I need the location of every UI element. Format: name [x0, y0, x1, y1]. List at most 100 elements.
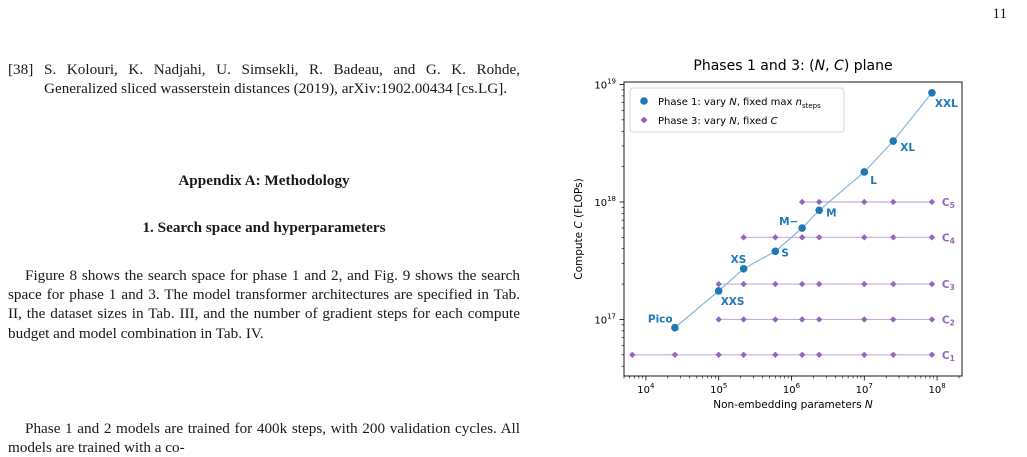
body-paragraph: Phase 1 and 2 models are trained for 400… — [8, 420, 520, 457]
tick-exponent: 6 — [796, 382, 801, 390]
phase3-point — [798, 234, 806, 241]
legend-text: , fixed max — [737, 97, 796, 108]
chart-title-variable: N — [815, 58, 826, 74]
x-tick-label: 107 — [856, 382, 873, 396]
scatter-chart: Phases 1 and 3: (N, C) planeC1C2C3C4C5Pi… — [573, 58, 963, 411]
budget-label-name: C — [942, 197, 950, 209]
subsection-title: 1. Search space and hyperparameters — [142, 219, 386, 236]
axis-label-variable: C — [573, 221, 585, 229]
legend-variable: n — [796, 97, 802, 108]
axis-label-variable: N — [865, 399, 873, 411]
chart-title-text: Phases 1 and 3: ( — [693, 58, 814, 74]
budget-label-subscript: 2 — [950, 318, 955, 327]
phase3-point — [861, 198, 868, 206]
budget-label-subscript: 5 — [950, 201, 955, 210]
x-tick-label: 108 — [928, 382, 945, 396]
legend-variable: N — [729, 116, 737, 127]
legend-marker-phase1 — [640, 97, 648, 105]
phase3-point — [798, 351, 806, 359]
phase3-point — [798, 280, 806, 288]
model-label: L — [870, 175, 877, 187]
budget-label-name: C — [942, 314, 950, 326]
budget-label-name: C — [942, 350, 950, 362]
page-number: 11 — [992, 6, 1007, 22]
phase3-point — [798, 198, 806, 206]
phase1-point — [928, 88, 936, 97]
phase3-point — [928, 198, 936, 206]
tick-exponent: 4 — [650, 382, 655, 390]
x-tick-label: 105 — [710, 382, 727, 396]
budget-label-subscript: 1 — [950, 354, 955, 363]
model-label: XXL — [935, 98, 958, 110]
phase3-point — [715, 351, 722, 359]
tick-exponent: 7 — [868, 382, 872, 390]
y-tick-label: 1019 — [594, 77, 616, 91]
x-tick-label: 104 — [637, 382, 655, 396]
tick-exponent: 8 — [941, 382, 945, 390]
phase3-point — [740, 234, 747, 241]
phase3-point — [890, 280, 897, 288]
phase3-point — [890, 351, 897, 359]
legend-variable: N — [729, 97, 737, 108]
tick-base: 10 — [856, 385, 869, 396]
phase3-point — [928, 351, 936, 359]
tick-base: 10 — [594, 80, 607, 91]
phase3-point — [815, 351, 823, 359]
tick-base: 10 — [594, 315, 607, 326]
budget-label-name: C — [942, 232, 950, 244]
reference-number: [38] — [8, 61, 34, 78]
legend-text: , fixed — [737, 116, 771, 127]
tick-exponent: 17 — [607, 312, 616, 320]
model-label: M− — [779, 216, 798, 228]
phase3-point — [772, 351, 779, 359]
phase1-point — [815, 206, 823, 215]
phase3-point — [928, 316, 936, 323]
y-tick-label: 1017 — [594, 312, 616, 326]
phase3-point — [928, 234, 936, 241]
model-label: S — [781, 247, 789, 259]
phase3-point — [740, 280, 747, 288]
phase3-point — [861, 234, 868, 241]
x-tick-label: 106 — [783, 382, 801, 396]
chart-title: Phases 1 and 3: (N, C) plane — [693, 58, 892, 74]
legend-box — [629, 87, 845, 133]
model-label: XXS — [721, 296, 745, 308]
text-column: [38] S. Kolouri, K. Nadjahi, U. Simsekli… — [8, 0, 520, 456]
phase3-point — [740, 316, 747, 323]
budget-label-subscript: 4 — [950, 236, 955, 245]
phase1-point — [739, 264, 748, 273]
chart-title-text: ) plane — [844, 58, 893, 74]
phase1-point — [860, 168, 869, 176]
phase3-point — [629, 351, 636, 359]
phase3-point — [890, 198, 897, 206]
phase3-point — [815, 198, 823, 206]
tick-base: 10 — [928, 385, 941, 396]
phase3-point — [815, 316, 823, 323]
budget-label: C1 — [942, 350, 955, 363]
legend-variable: C — [771, 116, 778, 127]
reference-text: S. Kolouri, K. Nadjahi, U. Simsekli, R. … — [44, 61, 520, 98]
figure: Phases 1 and 3: (N, C) plane C1 C2 C3 C4 C5 Pi… — [560, 14, 1020, 414]
phase3-point — [815, 280, 823, 288]
phase1-point — [771, 247, 780, 256]
appendix-title: Appendix A: Methodology — [178, 172, 350, 189]
tick-exponent: 19 — [607, 77, 616, 85]
model-label: XS — [731, 254, 747, 266]
legend-entry-phase3: Phase 3: vary N, fixed C — [658, 116, 778, 127]
phase1-point — [889, 137, 898, 145]
phase3-point — [772, 280, 779, 288]
legend-text: Phase 3: vary — [658, 116, 729, 127]
model-label: Pico — [648, 314, 673, 326]
phase3-point — [715, 316, 722, 323]
budget-label-name: C — [942, 279, 950, 291]
budget-label: C3 — [942, 279, 955, 292]
phase3-point — [740, 351, 747, 359]
axis-label-text: Non-embedding parameters — [713, 399, 865, 411]
phase3-point — [815, 234, 823, 241]
budget-label: C2 — [942, 314, 955, 327]
tick-exponent: 18 — [607, 195, 616, 203]
y-tick-label: 1018 — [594, 195, 616, 209]
tick-base: 10 — [783, 385, 796, 396]
legend-subscript: steps — [802, 102, 821, 110]
model-label: XL — [900, 142, 915, 154]
